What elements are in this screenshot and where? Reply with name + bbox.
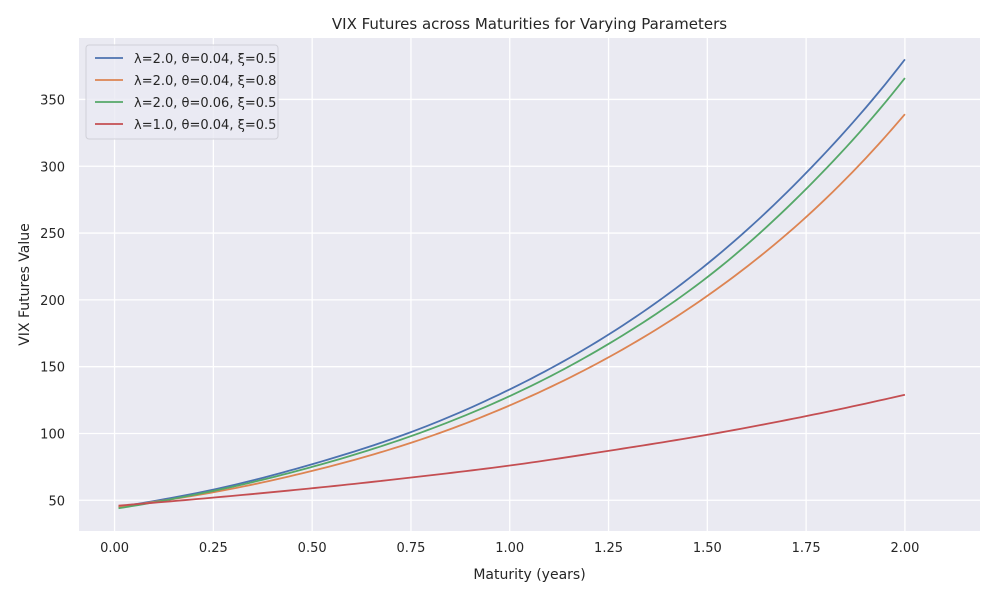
x-tick-label: 1.50: [693, 541, 722, 556]
y-tick-labels: 50 100 150 200 250 300 350: [40, 93, 65, 509]
y-tick-label: 150: [40, 361, 65, 376]
legend-label: λ=2.0, θ=0.04, ξ=0.5: [134, 52, 276, 67]
legend-label: λ=2.0, θ=0.06, ξ=0.5: [134, 96, 276, 111]
y-tick-label: 250: [40, 227, 65, 242]
y-tick-label: 100: [40, 427, 65, 442]
series-line: [118, 58, 906, 508]
y-tick-label: 50: [48, 494, 65, 509]
x-tick-label: 1.00: [495, 541, 524, 556]
x-tick-labels: 0.00 0.25 0.50 0.75 1.00 1.25 1.50 1.75 2.00: [100, 541, 919, 556]
x-tick-label: 2.00: [890, 541, 919, 556]
x-tick-label: 0.00: [100, 541, 129, 556]
legend: λ=2.0, θ=0.04, ξ=0.5 λ=2.0, θ=0.04, ξ=0.8…: [85, 44, 279, 140]
legend-label: λ=1.0, θ=0.04, ξ=0.5: [134, 118, 276, 133]
y-tick-label: 300: [40, 160, 65, 175]
series-lines: [118, 58, 906, 510]
x-axis-label: Maturity (years): [473, 567, 585, 583]
x-tick-label: 0.25: [199, 541, 228, 556]
legend-label: λ=2.0, θ=0.04, ξ=0.8: [134, 74, 276, 89]
y-tick-label: 350: [40, 93, 65, 108]
series-line: [118, 393, 906, 507]
series-line: [118, 77, 906, 510]
x-tick-label: 0.75: [396, 541, 425, 556]
x-tick-label: 1.25: [594, 541, 623, 556]
x-tick-label: 0.50: [298, 541, 327, 556]
legend-box: [85, 44, 279, 140]
chart-title: VIX Futures across Maturities for Varyin…: [332, 15, 727, 33]
y-axis-label: VIX Futures Value: [17, 223, 33, 346]
x-tick-label: 1.75: [792, 541, 821, 556]
y-tick-label: 200: [40, 294, 65, 309]
grid-lines: [79, 38, 980, 531]
series-line: [118, 113, 906, 508]
